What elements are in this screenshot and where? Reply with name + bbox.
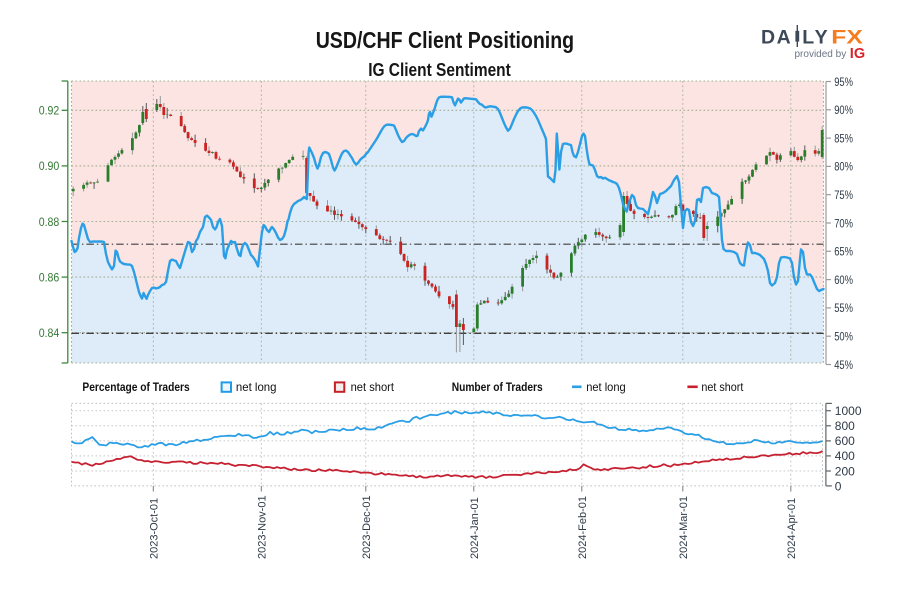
svg-text:75%: 75% (834, 188, 853, 202)
svg-text:55%: 55% (834, 301, 853, 315)
svg-text:net short: net short (701, 380, 744, 394)
svg-text:50%: 50% (834, 330, 853, 344)
svg-text:0.92: 0.92 (39, 104, 60, 118)
svg-text:2023-Nov-01: 2023-Nov-01 (256, 495, 268, 559)
svg-text:net short: net short (351, 380, 395, 394)
svg-text:0.88: 0.88 (39, 215, 60, 229)
svg-text:D: D (761, 27, 775, 49)
svg-text:2023-Oct-01: 2023-Oct-01 (148, 498, 160, 559)
svg-text:IG: IG (850, 46, 865, 62)
svg-text:Number of Traders: Number of Traders (452, 380, 543, 394)
svg-text:400: 400 (835, 449, 855, 463)
svg-text:65%: 65% (834, 245, 853, 259)
svg-text:L: L (802, 27, 814, 49)
svg-text:1000: 1000 (835, 404, 862, 418)
svg-text:0.90: 0.90 (39, 159, 60, 173)
svg-text:0: 0 (835, 479, 842, 493)
svg-text:2023-Dec-01: 2023-Dec-01 (361, 495, 373, 559)
svg-text:45%: 45% (834, 358, 853, 372)
svg-text:85%: 85% (834, 131, 853, 145)
svg-text:IG Client Sentiment: IG Client Sentiment (368, 59, 511, 80)
svg-text:200: 200 (835, 464, 855, 478)
svg-text:95%: 95% (834, 75, 853, 89)
svg-text:0.86: 0.86 (39, 270, 60, 284)
svg-text:2024-Jan-01: 2024-Jan-01 (469, 497, 481, 559)
svg-text:USD/CHF Client Positioning: USD/CHF Client Positioning (316, 27, 574, 53)
svg-text:Percentage of Traders: Percentage of Traders (82, 380, 190, 394)
svg-text:2024-Apr-01: 2024-Apr-01 (786, 498, 798, 559)
svg-text:Y: Y (815, 27, 828, 49)
svg-text:2024-Mar-01: 2024-Mar-01 (678, 496, 690, 559)
svg-text:provided by: provided by (795, 49, 847, 60)
svg-text:70%: 70% (834, 216, 853, 230)
svg-text:800: 800 (835, 419, 855, 433)
svg-text:0.84: 0.84 (39, 326, 60, 340)
svg-text:net long: net long (586, 380, 626, 394)
svg-text:600: 600 (835, 434, 855, 448)
svg-text:net long: net long (236, 380, 277, 394)
svg-text:90%: 90% (834, 103, 853, 117)
svg-text:80%: 80% (834, 160, 853, 174)
svg-text:2024-Feb-01: 2024-Feb-01 (577, 496, 589, 559)
svg-text:A: A (777, 27, 791, 49)
svg-text:60%: 60% (834, 273, 853, 287)
